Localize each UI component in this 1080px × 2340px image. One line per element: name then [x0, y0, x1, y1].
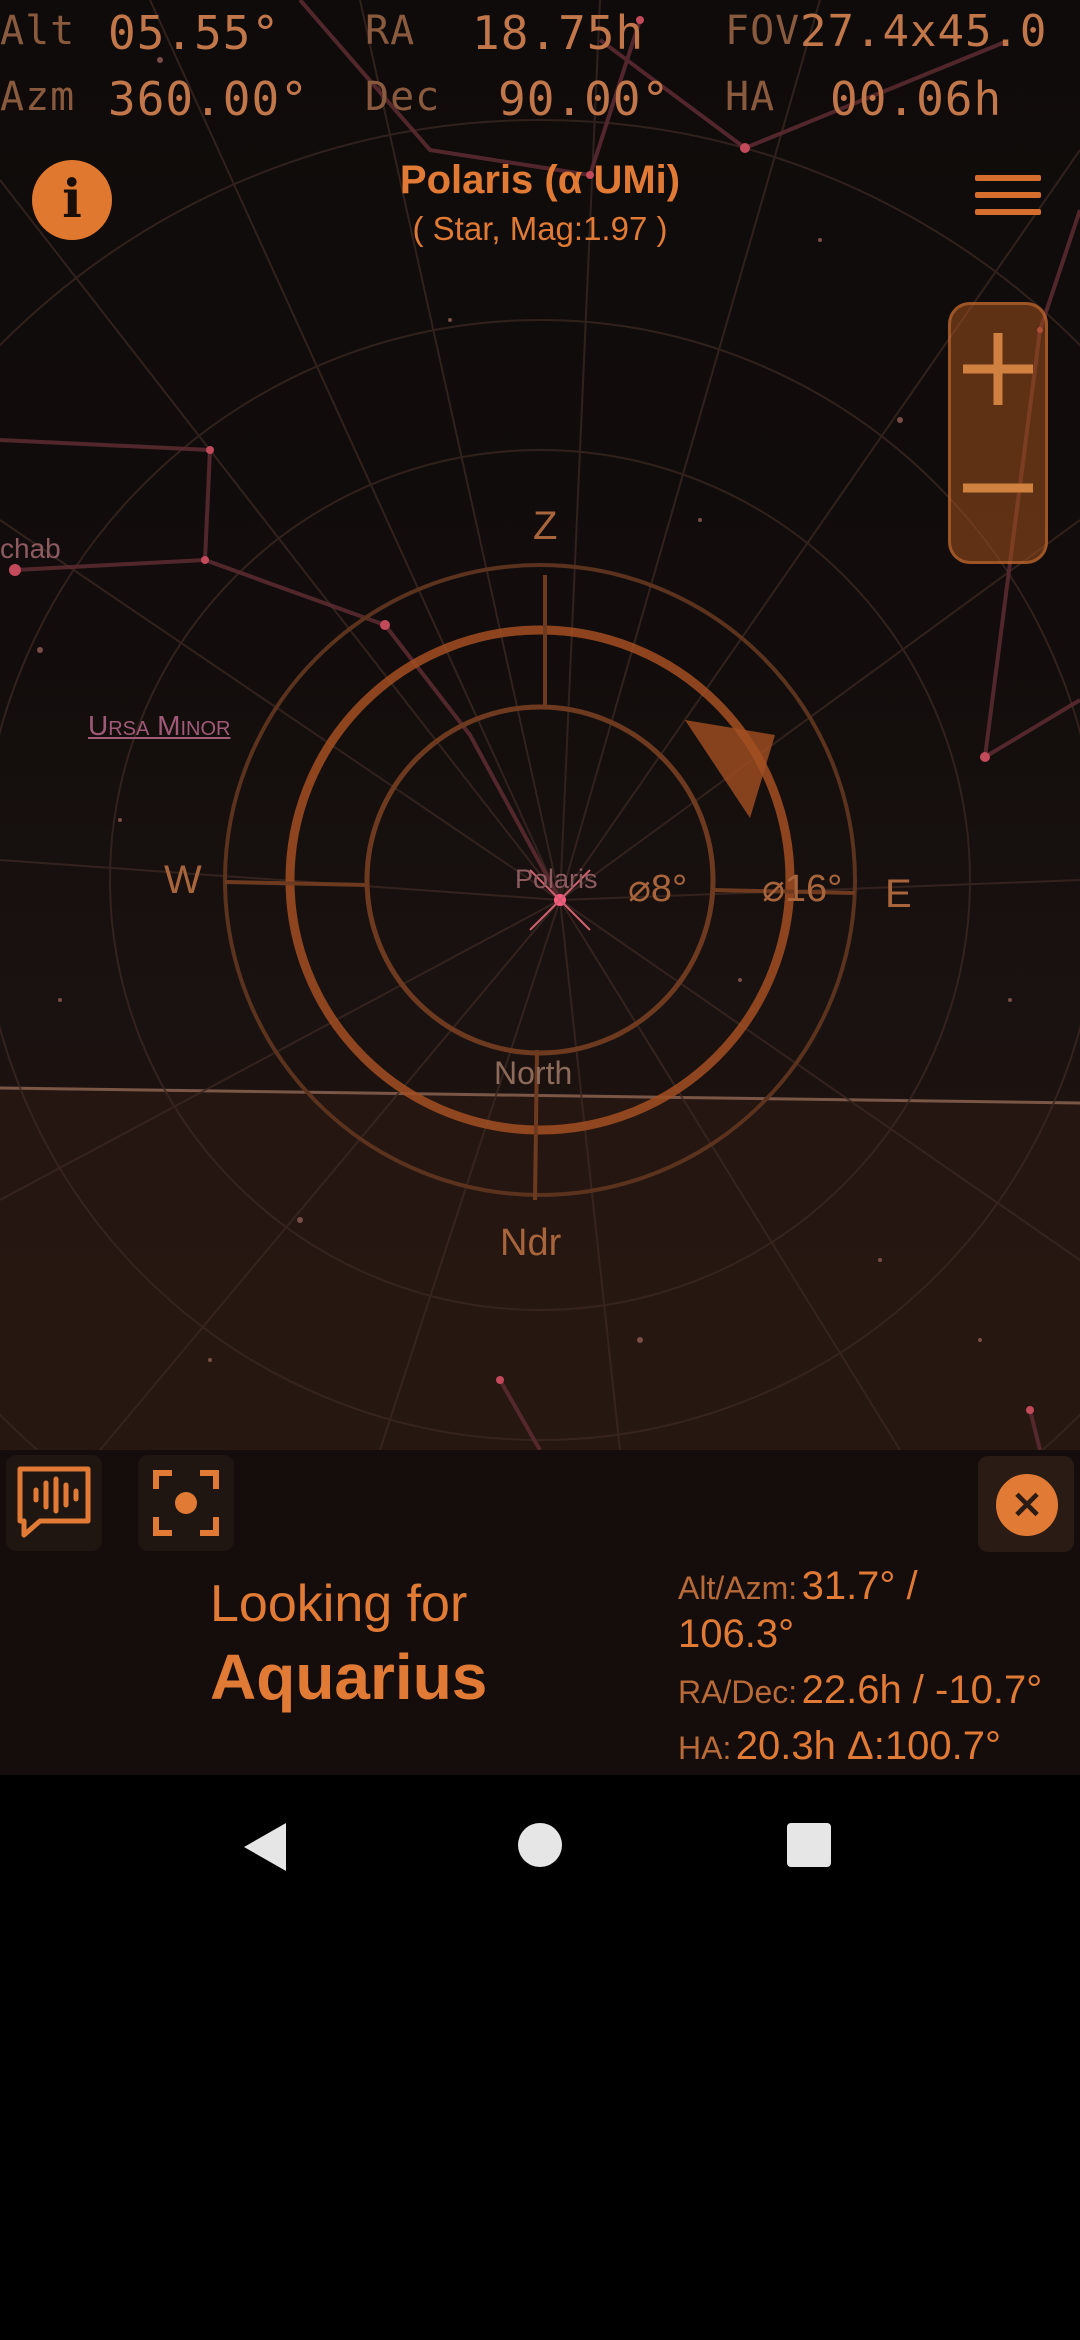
dec-value: 90.00° — [498, 72, 671, 126]
object-name: Polaris (α UMi) — [399, 158, 681, 202]
ra-label: RA — [365, 8, 416, 54]
close-finder-button[interactable]: × — [978, 1456, 1074, 1552]
altazm-value-2: 106.3° — [678, 1612, 795, 1656]
finder-reticle — [223, 563, 857, 1201]
home-button[interactable] — [517, 1822, 563, 1872]
zoom-control[interactable] — [948, 302, 1048, 564]
home-circle-icon — [518, 1823, 562, 1867]
plus-icon — [963, 333, 1033, 405]
alt-label: Alt — [0, 8, 76, 54]
altazm-value-1: 31.7° / — [801, 1564, 918, 1608]
alt-value: 05.55° — [108, 6, 281, 60]
target-ha-value: 20.3h Δ:100.7° — [735, 1724, 1001, 1768]
back-button[interactable] — [240, 1819, 290, 1879]
coordinate-grid — [0, 0, 1080, 1450]
ring-8-label: ⌀8° — [628, 868, 688, 910]
north-label: North — [494, 1055, 573, 1091]
altazm-label: Alt/Azm: — [678, 1570, 798, 1606]
minus-icon — [963, 483, 1033, 493]
recents-square-icon — [787, 1823, 831, 1867]
east-label: E — [885, 872, 912, 916]
west-label: W — [164, 858, 202, 902]
polaris-marker[interactable] — [529, 869, 591, 931]
object-detail: ( Star, Mag:1.97 ) — [412, 210, 668, 247]
zoom-out-button[interactable] — [951, 433, 1045, 543]
nadir-label: Ndr — [500, 1222, 562, 1264]
dec-label: Dec — [365, 74, 441, 120]
looking-for-label: Looking for — [210, 1575, 468, 1633]
recents-button[interactable] — [786, 1822, 832, 1872]
ha-label: HA — [725, 74, 776, 120]
azm-label: Azm — [0, 74, 76, 120]
radec-row: RA/Dec: 22.6h / -10.7° — [678, 1668, 1042, 1713]
horizon-line — [0, 1086, 1080, 1105]
kochab-label: chab — [0, 533, 61, 564]
voice-feedback-icon — [17, 1466, 91, 1538]
ra-value: 18.75h — [472, 6, 645, 60]
zenith-label: Z — [533, 504, 558, 548]
ha-value: 00.06h — [830, 72, 1003, 126]
ursa-minor-label[interactable]: Ursa Minor — [88, 710, 231, 741]
radec-value: 22.6h / -10.7° — [801, 1668, 1043, 1712]
ha-row: HA: 20.3h Δ:100.7° — [678, 1724, 1001, 1769]
altazm-row-2: 106.3° — [678, 1612, 794, 1657]
altazm-row: Alt/Azm: 31.7° / — [678, 1564, 918, 1609]
horizon-ground — [0, 1088, 1080, 1450]
back-triangle-icon — [244, 1823, 286, 1871]
ring-16-label: ⌀16° — [762, 868, 843, 910]
center-view-button[interactable] — [138, 1455, 234, 1551]
zoom-in-button[interactable] — [951, 313, 1045, 423]
background-stars — [37, 57, 1012, 1362]
radec-label: RA/Dec: — [678, 1674, 798, 1710]
info-icon: i — [62, 169, 82, 230]
system-nav-bar — [0, 1775, 1080, 1920]
close-icon: × — [996, 1474, 1058, 1536]
polaris-label: Polaris — [515, 864, 598, 894]
azm-value: 360.00° — [108, 72, 309, 126]
target-direction-arrow — [685, 720, 775, 818]
center-focus-icon — [153, 1470, 219, 1536]
menu-button[interactable] — [975, 175, 1041, 225]
fov-value: 27.4x45.0 — [800, 6, 1048, 57]
target-ha-label: HA: — [678, 1730, 732, 1766]
menu-icon — [975, 175, 1041, 215]
info-button[interactable]: i — [32, 160, 112, 240]
voice-feedback-button[interactable] — [6, 1455, 102, 1551]
fov-label: FOV — [725, 8, 801, 54]
sky-view[interactable]: Alt 05.55° RA 18.75h FOV 27.4x45.0 Azm 3… — [0, 0, 1080, 1450]
target-name: Aquarius — [210, 1641, 488, 1713]
sky-chart — [0, 0, 1080, 1450]
